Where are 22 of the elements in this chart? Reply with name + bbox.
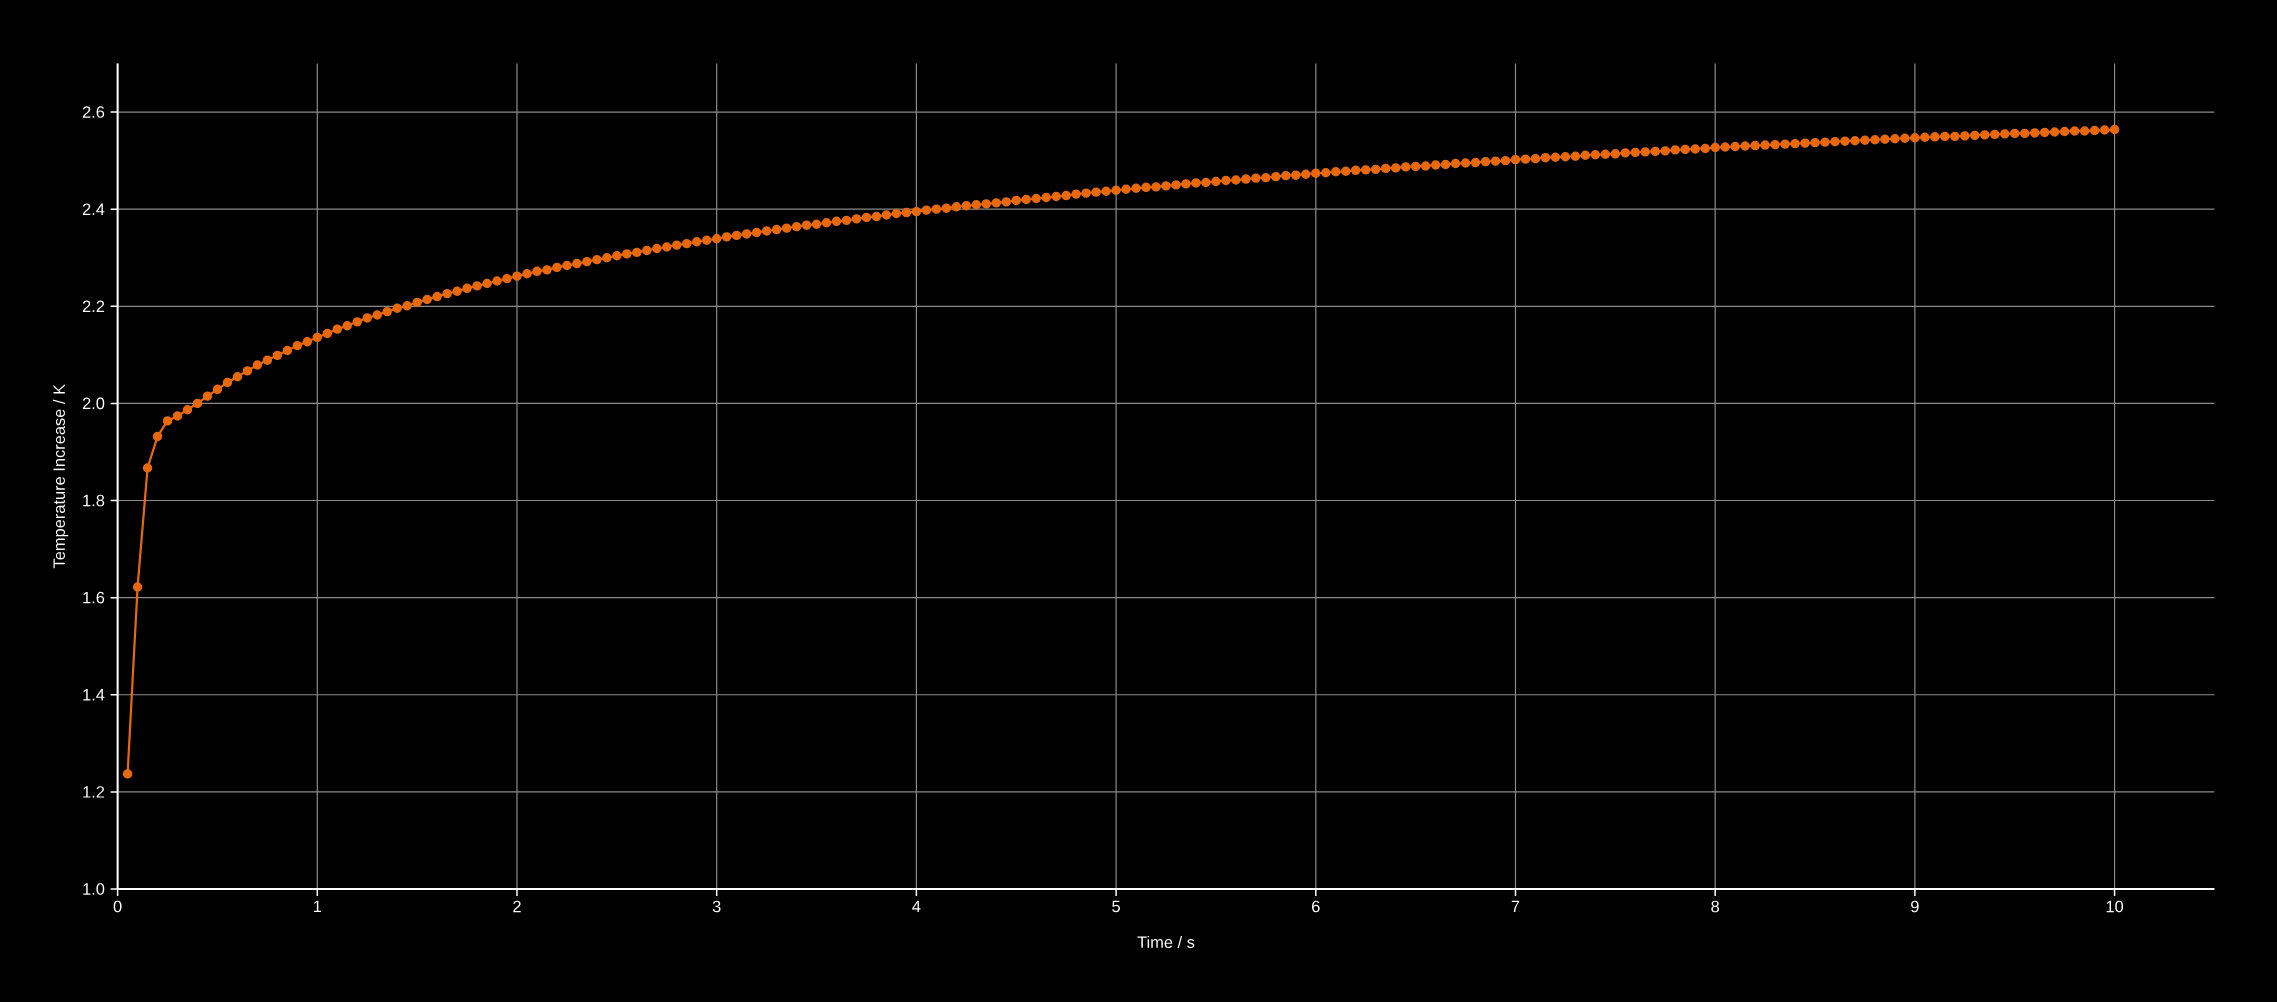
- x-tick-label: 9: [1911, 900, 1919, 913]
- x-tick-label: 3: [712, 900, 721, 913]
- y-tick-label: 2.2: [82, 300, 105, 313]
- x-tick-label: 8: [1711, 900, 1720, 913]
- y-tick-label: 1.4: [83, 689, 105, 701]
- x-tick-label: 7: [1511, 900, 1520, 912]
- y-tick-label: 1.2: [83, 786, 105, 798]
- x-tick-label: 0: [113, 900, 122, 913]
- x-tick-label: 6: [1312, 900, 1320, 913]
- x-axis-title: Time / s: [1137, 935, 1195, 949]
- y-tick-label: 1.0: [83, 883, 105, 895]
- x-tick-label: 1: [313, 900, 322, 912]
- y-tick-label: 2.4: [82, 203, 105, 215]
- y-axis-title: Temperature Increase / K: [52, 384, 69, 569]
- x-tick-label: 4: [912, 900, 921, 912]
- y-tick-label: 1.8: [83, 494, 105, 507]
- x-tick-label: 10: [2106, 900, 2124, 913]
- x-tick-label: 2: [513, 900, 521, 913]
- y-tick-label: 1.6: [83, 591, 105, 604]
- x-tick-label: 5: [1112, 900, 1120, 913]
- y-tick-label: 2.0: [82, 397, 105, 410]
- y-tick-label: 2.6: [82, 106, 105, 118]
